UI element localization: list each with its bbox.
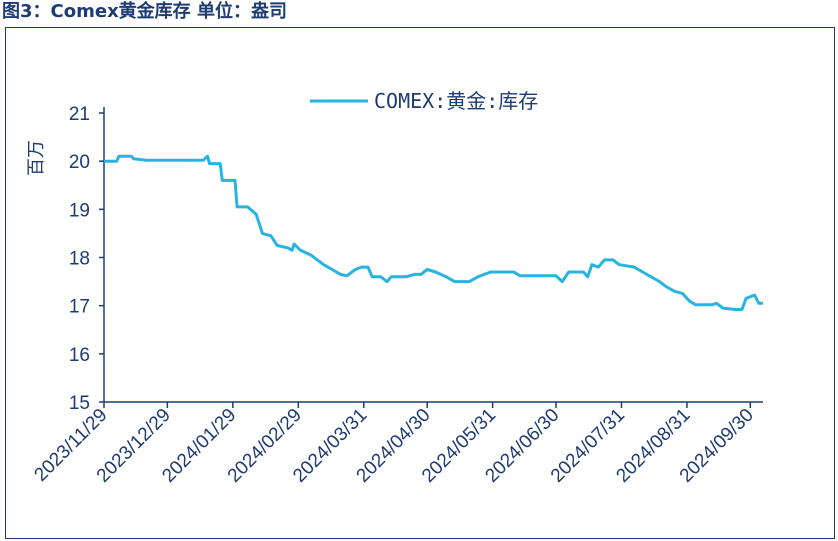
y-tick-label: 18 bbox=[69, 249, 90, 270]
legend: COMEX:黄金:库存 bbox=[310, 89, 538, 113]
y-axis-label: 百万 bbox=[26, 140, 47, 176]
y-tick-label: 21 bbox=[69, 104, 90, 125]
y-tick-label: 16 bbox=[69, 345, 90, 366]
series-line-comex-gold bbox=[104, 154, 763, 311]
x-axis-ticks: 2023/11/292023/12/292024/01/292024/02/29… bbox=[30, 402, 758, 487]
y-tick-label: 17 bbox=[69, 297, 90, 318]
legend-label: COMEX:黄金:库存 bbox=[374, 89, 538, 113]
y-tick-label: 20 bbox=[69, 152, 90, 173]
y-tick-label: 15 bbox=[69, 393, 90, 414]
y-tick-label: 19 bbox=[69, 200, 90, 221]
y-axis-ticks: 15 16 17 18 19 20 21 bbox=[69, 104, 104, 414]
chart-frame bbox=[5, 27, 835, 539]
chart-title: 图3：Comex黄金库存 单位：盎司 bbox=[2, 1, 287, 22]
